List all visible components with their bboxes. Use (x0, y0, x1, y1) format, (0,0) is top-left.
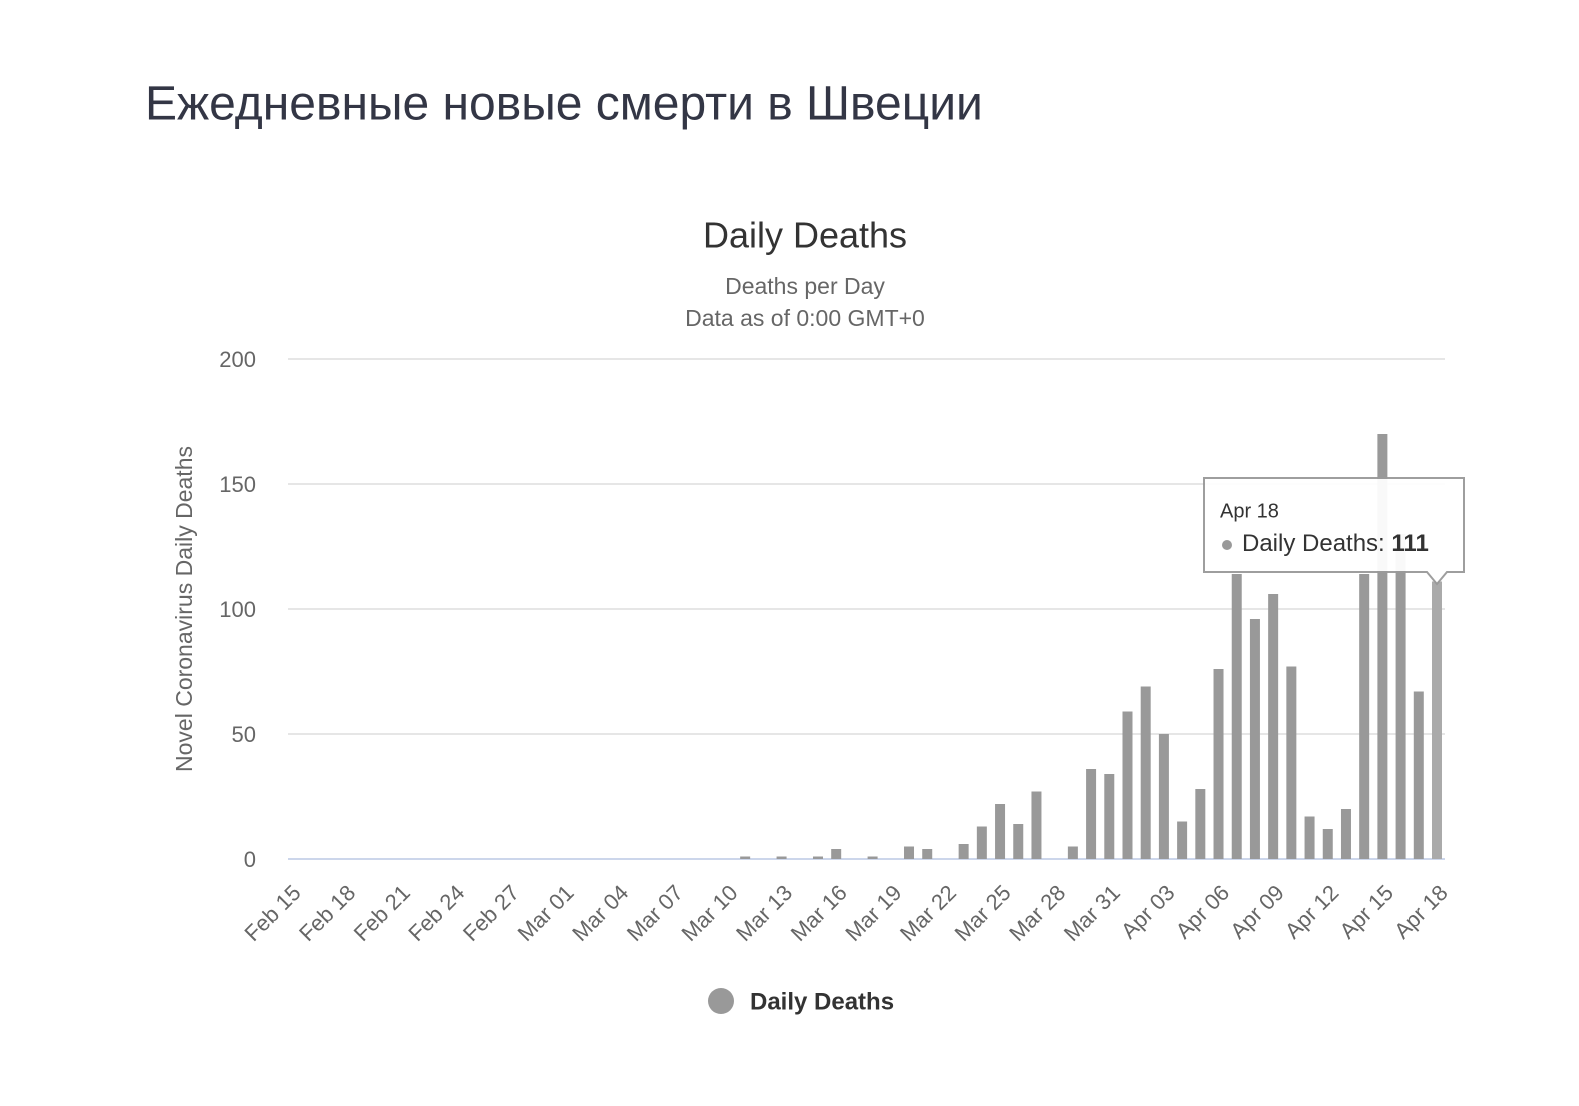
x-tick-label: Mar 01 (513, 880, 579, 946)
bar (1213, 669, 1224, 859)
bar (1231, 574, 1242, 859)
x-tick-label: Apr 06 (1171, 880, 1235, 944)
y-axis-label: Novel Coronavirus Daily Deaths (171, 446, 197, 772)
bar (1031, 791, 1042, 859)
bar (1286, 666, 1297, 859)
bar (922, 849, 933, 859)
bar (740, 856, 751, 859)
tooltip-label: Daily Deaths: (1242, 530, 1385, 557)
bar (1249, 619, 1260, 859)
x-tick-label: Mar 19 (840, 880, 906, 946)
x-tick-label: Mar 31 (1059, 880, 1125, 946)
legend-marker (708, 988, 734, 1014)
x-tick-label: Apr 03 (1116, 880, 1180, 944)
x-tick-label: Feb 24 (403, 880, 469, 946)
y-tick-label: 50 (232, 722, 256, 747)
bar (1195, 789, 1206, 859)
y-tick-label: 200 (219, 347, 256, 372)
x-tick-label: Feb 15 (240, 880, 306, 946)
bar (1268, 594, 1279, 859)
bar (1395, 534, 1406, 859)
bar (831, 849, 842, 859)
bar (1158, 734, 1169, 859)
x-tick-label: Apr 18 (1389, 880, 1453, 944)
tooltip-box (1203, 477, 1465, 586)
bar (1413, 691, 1424, 859)
bar (1086, 769, 1097, 859)
chart-title: Daily Deaths (703, 215, 907, 256)
bar (1122, 711, 1133, 859)
bar (1104, 774, 1115, 859)
bar (1377, 434, 1388, 859)
bar (867, 856, 878, 859)
bar (958, 844, 969, 859)
x-tick-label: Mar 25 (950, 880, 1016, 946)
heading: Ежедневные новые смерти в Швеции (145, 78, 983, 131)
y-tick-label: 150 (219, 472, 256, 497)
x-tick-label: Feb 18 (294, 880, 360, 946)
x-tick-label: Mar 16 (786, 880, 852, 946)
tooltip-text: Daily Deaths: 111 (1242, 530, 1429, 557)
x-tick-label: Mar 07 (622, 880, 688, 946)
x-tick-label: Mar 13 (731, 880, 797, 946)
tooltip-marker (1222, 540, 1232, 550)
y-tick-label: 100 (219, 597, 256, 622)
x-tick-label: Mar 04 (567, 880, 633, 946)
bar (1013, 824, 1024, 859)
bar (1177, 821, 1188, 859)
bar (812, 856, 823, 859)
x-tick-label: Mar 22 (895, 880, 961, 946)
bar (1304, 816, 1315, 859)
y-tick-label: 0 (244, 847, 256, 872)
tooltip: Apr 18 Daily Deaths: 111 (1203, 477, 1465, 586)
tooltip-value: 111 (1391, 530, 1428, 557)
x-tick-label: Mar 28 (1004, 880, 1070, 946)
bar (904, 846, 915, 859)
bar (1140, 686, 1151, 859)
tooltip-date: Apr 18 (1220, 500, 1279, 522)
chart-subtitle: Data as of 0:00 GMT+0 (685, 305, 925, 331)
bar (1067, 846, 1078, 859)
x-tick-label: Apr 12 (1280, 880, 1344, 944)
bar (1432, 581, 1442, 859)
bar (995, 804, 1006, 859)
x-tick-label: Feb 27 (458, 880, 524, 946)
chart-subtitle: Deaths per Day (725, 273, 885, 299)
x-tick-label: Apr 09 (1225, 880, 1289, 944)
bar (1340, 809, 1351, 859)
bar (776, 856, 787, 859)
x-tick-label: Mar 10 (676, 880, 742, 946)
x-tick-label: Apr 15 (1335, 880, 1399, 944)
bar (976, 826, 987, 859)
bar (1359, 574, 1370, 859)
bar (1322, 829, 1333, 859)
x-tick-label: Feb 21 (349, 880, 415, 946)
legend-label: Daily Deaths (750, 988, 894, 1015)
